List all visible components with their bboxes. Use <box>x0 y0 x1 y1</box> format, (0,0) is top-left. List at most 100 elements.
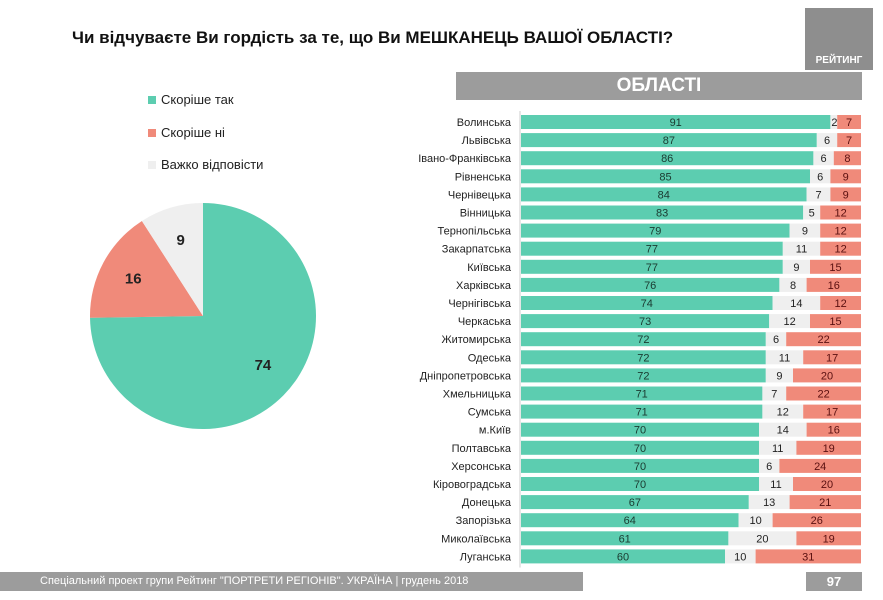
rating-logo: РЕЙТИНГ <box>805 8 873 70</box>
bar-yes <box>521 440 759 455</box>
value-hard: 20 <box>756 533 768 545</box>
bar-hard <box>810 169 831 184</box>
pie-label: 9 <box>177 232 185 249</box>
value-hard: 14 <box>790 298 802 310</box>
bar-yes <box>521 549 725 564</box>
value-hard: 11 <box>779 352 790 364</box>
bar-yes <box>521 513 739 528</box>
legend-swatch <box>148 160 156 169</box>
value-yes: 86 <box>661 153 673 165</box>
bar-yes <box>521 223 790 238</box>
bar-no <box>793 368 861 383</box>
value-no: 21 <box>819 497 831 509</box>
bar-yes <box>521 368 766 383</box>
value-yes: 83 <box>656 208 668 220</box>
bar-no <box>830 187 861 202</box>
value-no: 22 <box>817 389 829 401</box>
pie-label: 74 <box>255 357 272 374</box>
bar-no <box>786 386 861 401</box>
value-hard: 7 <box>815 189 821 201</box>
bar-no <box>810 259 861 274</box>
category-label: Полтавська <box>452 443 512 455</box>
value-yes: 77 <box>646 262 658 274</box>
bar-yes <box>521 332 766 347</box>
pie-label: 16 <box>125 271 142 288</box>
category-label: Закарпатська <box>442 244 512 256</box>
value-no: 15 <box>829 262 841 274</box>
legend-label: Важко відповісти <box>161 157 264 172</box>
value-hard: 6 <box>821 153 827 165</box>
value-no: 16 <box>828 425 840 437</box>
bar-yes <box>521 386 763 401</box>
value-hard: 13 <box>763 497 775 509</box>
bar-hard <box>779 277 807 292</box>
value-hard: 2 <box>831 117 837 129</box>
bar-hard <box>728 531 797 546</box>
bar-yes <box>521 477 759 491</box>
bar-no <box>830 169 861 184</box>
bar-hard <box>772 296 821 310</box>
value-no: 8 <box>844 153 850 165</box>
bar-no <box>803 404 861 419</box>
value-hard: 12 <box>783 316 795 328</box>
legend-label: Скоріше ні <box>161 125 225 140</box>
bar-no <box>803 350 861 365</box>
value-no: 17 <box>826 407 838 419</box>
value-yes: 74 <box>641 298 653 310</box>
bar-no <box>793 477 861 491</box>
bar-no <box>820 223 861 238</box>
bar-hard <box>765 368 793 383</box>
bar-yes <box>521 205 804 220</box>
value-hard: 9 <box>802 226 808 238</box>
category-label: Івано-Франківська <box>418 153 512 165</box>
value-no: 15 <box>829 316 841 328</box>
category-label: Кіровоградська <box>433 479 512 491</box>
value-hard: 14 <box>777 425 789 437</box>
category-label: Волинська <box>457 117 512 129</box>
page-number: 97 <box>806 572 862 591</box>
value-yes: 70 <box>634 443 646 455</box>
bar-no <box>833 151 861 166</box>
value-hard: 10 <box>749 515 761 527</box>
bar-no <box>772 513 861 528</box>
pie-slice <box>90 220 203 318</box>
value-hard: 11 <box>772 443 783 455</box>
legend-label: Скоріше так <box>161 92 234 107</box>
category-label: м.Київ <box>479 425 511 437</box>
bar-yes <box>521 422 759 437</box>
bar-yes <box>521 259 783 274</box>
value-no: 12 <box>834 208 846 220</box>
value-no: 12 <box>834 298 846 310</box>
bar-hard <box>769 314 810 329</box>
value-hard: 6 <box>824 135 830 147</box>
pie-slice <box>141 203 203 316</box>
footer: Спеціальний проект групи Рейтинг "ПОРТРЕ… <box>0 572 583 591</box>
bar-yes <box>521 314 770 329</box>
bar-hard <box>782 241 821 256</box>
value-no: 26 <box>811 515 823 527</box>
bar-no <box>796 440 861 455</box>
value-yes: 60 <box>617 551 629 563</box>
value-no: 7 <box>846 117 852 129</box>
value-no: 24 <box>814 461 826 473</box>
category-label: Хмельницька <box>443 389 512 401</box>
category-label: Луганська <box>460 551 512 563</box>
value-no: 20 <box>821 370 833 382</box>
value-yes: 70 <box>634 425 646 437</box>
value-no: 19 <box>823 443 835 455</box>
value-hard: 7 <box>771 389 777 401</box>
value-yes: 73 <box>639 316 651 328</box>
bar-hard <box>738 513 773 528</box>
bar-yes <box>521 277 780 292</box>
value-hard: 11 <box>770 479 781 491</box>
bar-hard <box>765 350 804 365</box>
value-yes: 87 <box>663 135 675 147</box>
legend-yes: Скоріше так <box>148 92 234 107</box>
bar-hard <box>759 440 797 455</box>
bar-hard <box>759 422 807 437</box>
regions-header: ОБЛАСТІ <box>456 72 862 100</box>
bar-no <box>796 531 861 546</box>
value-yes: 72 <box>637 334 649 346</box>
value-hard: 9 <box>793 262 799 274</box>
